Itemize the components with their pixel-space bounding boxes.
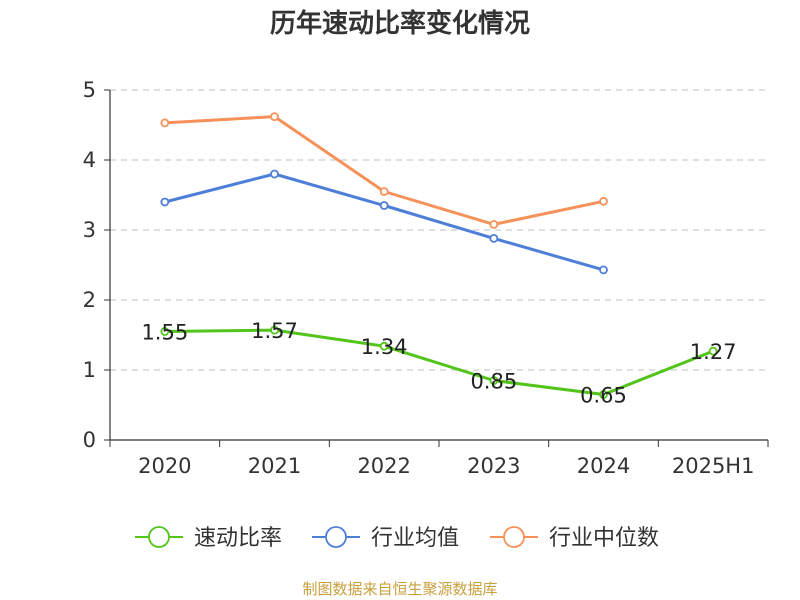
series-0-point-1 bbox=[270, 325, 279, 335]
data-label-1: 1.57 bbox=[251, 319, 298, 343]
y-tick-label-5: 5 bbox=[83, 78, 96, 102]
legend-label-1: 行业均值 bbox=[371, 526, 459, 551]
data-label-0: 1.55 bbox=[141, 321, 188, 345]
x-tick-label-4: 2024 bbox=[577, 454, 630, 478]
series-2-point-0 bbox=[160, 118, 170, 128]
x-tick-label-3: 2023 bbox=[467, 454, 520, 478]
x-tick-label-1: 2021 bbox=[248, 454, 301, 478]
y-tick-label-2: 2 bbox=[83, 288, 96, 312]
series-0-point-0 bbox=[160, 327, 170, 336]
legend[interactable]: 速动比率 行业均值 行业中位数 bbox=[135, 526, 659, 551]
series-1-point-2 bbox=[379, 201, 389, 210]
series-2-point-3 bbox=[489, 219, 499, 229]
series-0-point-3 bbox=[489, 376, 499, 385]
series-2-point-2 bbox=[379, 187, 389, 196]
legend-marker-2 bbox=[503, 526, 525, 548]
axes: 0 1 2 3 4 5 2020 2021 2022 2023 2024 2025H1 bbox=[83, 78, 769, 478]
series-1-point-1 bbox=[270, 169, 279, 179]
series-1-point-3 bbox=[489, 233, 499, 243]
series-2-point-4 bbox=[599, 196, 608, 206]
series-2-point-1 bbox=[270, 112, 279, 121]
series-layer bbox=[160, 112, 718, 399]
data-label-2: 1.34 bbox=[361, 335, 408, 359]
y-tick-label-4: 4 bbox=[83, 148, 96, 172]
series-1-point-0 bbox=[160, 197, 170, 207]
legend-item-0[interactable]: 速动比率 bbox=[135, 526, 282, 551]
series-1-point-4 bbox=[599, 265, 608, 275]
legend-marker-0 bbox=[148, 526, 170, 548]
series-0-point-4 bbox=[599, 390, 608, 399]
chart-title: 历年速动比率变化情况 bbox=[270, 8, 530, 39]
data-label-5: 1.27 bbox=[690, 340, 737, 364]
legend-item-2[interactable]: 行业中位数 bbox=[490, 526, 659, 551]
legend-label-0: 速动比率 bbox=[194, 526, 282, 551]
y-tick-label-3: 3 bbox=[83, 218, 96, 242]
grid-lines bbox=[110, 89, 768, 371]
source-note: 制图数据来自恒生聚源数据库 bbox=[302, 580, 497, 598]
legend-marker-1 bbox=[325, 526, 347, 548]
series-line-0 bbox=[164, 328, 714, 396]
legend-item-1[interactable]: 行业均值 bbox=[312, 526, 459, 551]
x-tick-label-5: 2025H1 bbox=[672, 454, 755, 478]
series-0-point-2 bbox=[379, 341, 389, 351]
data-label-3: 0.85 bbox=[470, 370, 517, 394]
x-tick-label-0: 2020 bbox=[138, 454, 191, 478]
y-tick-label-1: 1 bbox=[83, 358, 96, 382]
y-tick-label-0: 0 bbox=[83, 428, 96, 452]
legend-label-2: 行业中位数 bbox=[549, 526, 659, 551]
data-labels: 1.55 1.57 1.34 0.85 0.65 1.27 bbox=[141, 319, 736, 407]
x-tick-label-2: 2022 bbox=[357, 454, 410, 478]
series-0-point-5 bbox=[708, 346, 718, 356]
data-label-4: 0.65 bbox=[580, 384, 627, 408]
